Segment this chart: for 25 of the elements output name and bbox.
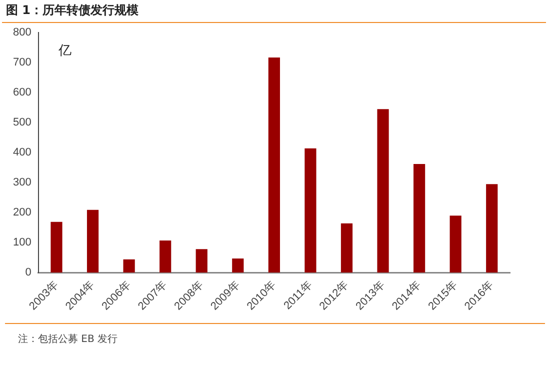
annotation: 亿: [57, 43, 72, 58]
bar: [486, 184, 498, 273]
bar: [450, 216, 462, 273]
bar: [304, 148, 316, 273]
chart-title: 图 1：历年转债发行规模: [2, 0, 546, 23]
bar: [340, 223, 353, 273]
y-tick-label: 800: [12, 26, 32, 39]
y-tick-label: 200: [12, 206, 32, 219]
y-tick-label: 300: [12, 176, 32, 189]
text: 注：包括公募 EB 发行: [17, 332, 119, 346]
bar: [160, 240, 172, 273]
y-tick-label: 400: [12, 146, 32, 159]
bar: [377, 109, 389, 273]
y-tick-label: 700: [12, 56, 32, 69]
bar: [413, 164, 426, 273]
bar: [86, 210, 99, 273]
y-tick-label: 100: [12, 236, 32, 249]
bar: [196, 249, 208, 273]
y-tick-label: 500: [12, 116, 32, 129]
bar: [50, 222, 62, 273]
bar: [232, 258, 244, 273]
bar: [123, 259, 135, 273]
y-tick-label: 600: [12, 86, 32, 99]
y-tick-label: 0: [25, 266, 32, 279]
bar: [268, 58, 280, 273]
